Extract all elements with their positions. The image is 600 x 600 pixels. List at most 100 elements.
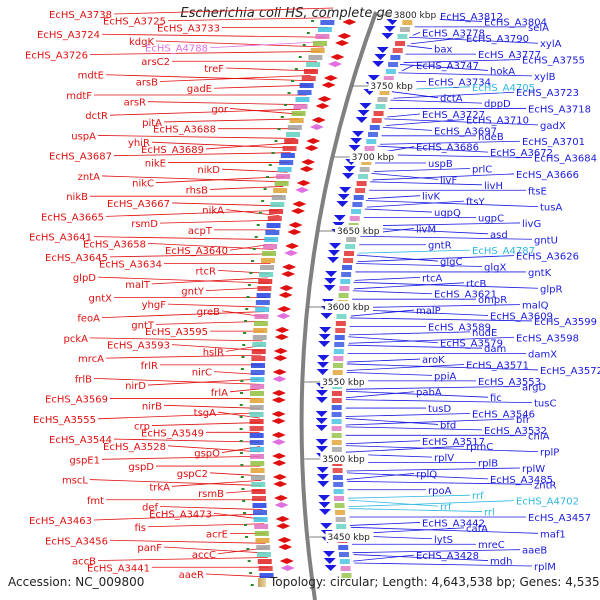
connector-line — [147, 378, 261, 386]
feature-arrow-left — [315, 103, 330, 109]
connector-line — [387, 113, 421, 118]
gene-label-right: rplM — [534, 562, 556, 573]
connector-line — [360, 235, 533, 240]
annotation-block — [261, 258, 276, 263]
kbp-label: 3550 kbp — [322, 378, 365, 388]
connector-line — [163, 118, 300, 123]
gene-label-left: mdtF — [66, 91, 92, 102]
gene-label-left: EcHS_A3473 — [149, 509, 212, 520]
annotation-block — [256, 293, 271, 298]
gene-label-left: EcHS_A3724 — [37, 30, 100, 41]
gene-label-left: EcHS_A3555 — [33, 415, 96, 426]
gene-label-left: EcHS_A3689 — [141, 145, 204, 156]
annotation-block — [252, 496, 267, 501]
tick-mark — [239, 416, 243, 418]
gene-label-right: livG — [522, 219, 541, 230]
gene-label-right: EcHS_A3755 — [522, 56, 585, 67]
connector-line — [345, 399, 533, 404]
connector-line — [348, 500, 515, 508]
feature-arrow-right — [381, 33, 394, 39]
gene-label-left: gadE — [187, 84, 212, 95]
connector-line — [410, 37, 465, 45]
annotation-block — [249, 412, 264, 417]
annotation-block — [306, 62, 321, 67]
feature-arrow-right — [329, 243, 342, 249]
annotation-block — [255, 300, 270, 305]
gene-label-right: EcHS_A3599 — [534, 317, 597, 328]
connector-line — [159, 506, 263, 510]
gene-label-right: rtcB — [466, 279, 487, 290]
annotation-block — [392, 48, 403, 53]
gene-label-left: rhsB — [186, 185, 208, 196]
feature-arrow-left — [272, 474, 287, 480]
gene-label-right: maf1 — [540, 529, 566, 540]
annotation-block — [253, 510, 268, 515]
annotation-block — [250, 384, 265, 389]
connector-line — [167, 303, 266, 308]
feature-arrow-right — [339, 187, 352, 193]
connector-line — [350, 309, 489, 316]
annotation-block — [335, 517, 346, 522]
gene-label-right: EcHS_A3812 — [440, 12, 503, 23]
feature-arrow-left — [276, 523, 291, 529]
gene-label-left: yhgF — [142, 300, 167, 311]
connector-line — [113, 152, 291, 157]
connector-line — [225, 209, 280, 217]
annotation-block — [250, 468, 265, 473]
tick-mark — [246, 548, 250, 550]
gene-label-right: EcHS_A3697 — [434, 126, 497, 137]
connector-line — [346, 473, 415, 480]
feature-arrow-right — [336, 201, 349, 207]
gene-label-right: EcHS_A3710 — [466, 115, 529, 126]
gene-label-right: EcHS_A3672 — [490, 148, 553, 159]
feature-arrow-right — [317, 481, 330, 487]
connector-line — [352, 549, 521, 554]
connector-line — [113, 7, 334, 15]
gene-label-right: bax — [434, 45, 452, 56]
tick-mark — [244, 320, 248, 322]
tick-mark — [306, 32, 310, 34]
annotation-block — [256, 545, 271, 550]
feature-arrow-right — [320, 523, 333, 529]
gene-label-left: fmt — [87, 496, 104, 507]
annotation-block — [352, 202, 363, 207]
gene-label-right: EcHS_A3457 — [528, 513, 591, 524]
feature-arrow-right — [323, 285, 336, 291]
gene-label-right: rtcA — [422, 273, 443, 284]
gene-label-left: uspA — [71, 131, 96, 142]
annotation-block — [249, 398, 264, 403]
connector-line — [205, 573, 270, 578]
annotation-block — [340, 279, 351, 284]
gene-label-right: rplV — [434, 453, 454, 464]
connector-line — [345, 445, 539, 453]
kbp-label: 3700 kbp — [352, 153, 395, 163]
annotation-block — [388, 62, 399, 67]
feature-arrow-right — [343, 166, 356, 172]
feature-arrow-right — [315, 446, 328, 452]
gene-label-left: EcHS_A3725 — [103, 17, 166, 28]
gene-label-right: argD — [522, 382, 546, 393]
annotation-block — [336, 524, 347, 529]
feature-arrow-left — [288, 222, 303, 228]
feature-arrow-right — [316, 474, 329, 480]
connector-line — [345, 418, 515, 426]
tick-mark — [258, 212, 262, 214]
gene-label-left: EcHS_A4788 — [145, 44, 208, 55]
connector-line — [163, 404, 260, 409]
kbp-label-bg — [391, 9, 440, 20]
feature-arrow-left — [280, 565, 295, 571]
connector-line — [345, 426, 483, 431]
annotation-block — [335, 328, 346, 333]
annotation-block — [315, 34, 330, 39]
connector-line — [171, 344, 263, 352]
feature-arrow-left — [291, 208, 306, 214]
gene-label-left: yhiR — [128, 138, 150, 149]
gene-label-right: EcHS_A3598 — [516, 333, 579, 344]
gene-label-right: gntK — [528, 268, 552, 279]
feature-arrow-left — [272, 460, 287, 466]
gene-label-right: glgX — [484, 262, 506, 273]
tick-mark — [291, 80, 295, 82]
connector-line — [346, 472, 489, 480]
annotation-block — [249, 440, 264, 445]
gene-label-right: cafA — [466, 524, 488, 535]
